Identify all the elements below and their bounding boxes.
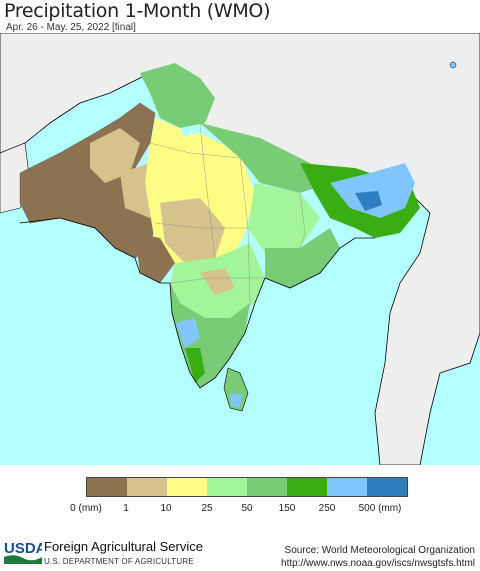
legend-label: 50 — [241, 503, 253, 514]
usda-logo-icon: USDA — [4, 540, 42, 564]
legend-label: 500 (mm) — [358, 503, 402, 514]
legend-labels: 0 (mm) 1 10 25 50 150 250 500 (mm) — [0, 503, 480, 517]
region-tan-1 — [90, 128, 140, 183]
region-tan-central — [160, 198, 225, 263]
region-meghalaya — [355, 191, 382, 211]
region-karnataka-blue — [175, 318, 200, 348]
legend-swatch — [207, 478, 247, 496]
legend-colorbar — [86, 477, 408, 497]
legend-swatch — [327, 478, 367, 496]
legend-label: 250 — [318, 503, 336, 514]
legend-swatch — [127, 478, 167, 496]
region-sri-lanka — [223, 367, 249, 412]
region-sri-lanka-sw — [230, 393, 242, 408]
legend-label: 150 — [278, 503, 296, 514]
legend-label: 1 — [123, 503, 129, 514]
region-assam — [330, 163, 415, 218]
coastline — [19, 217, 375, 389]
legend-swatch — [247, 478, 287, 496]
legend-swatch — [87, 478, 127, 496]
legend-swatch — [167, 478, 207, 496]
region-gujarat — [135, 233, 175, 283]
legend-label: 10 — [160, 503, 172, 514]
map-svg — [0, 32, 480, 466]
precipitation-map — [0, 32, 480, 466]
svg-text:USDA: USDA — [4, 540, 42, 557]
legend-swatch — [287, 478, 327, 496]
department-name: U.S. DEPARTMENT OF AGRICULTURE — [44, 557, 194, 566]
state-borders — [149, 122, 306, 304]
footer: USDA Foreign Agricultural Service U.S. D… — [0, 530, 480, 571]
legend-label: 25 — [201, 503, 213, 514]
map-title: Precipitation 1-Month (WMO) — [4, 0, 271, 22]
source-text: Source: World Meteorological Organizatio… — [284, 545, 475, 556]
legend-swatch — [367, 478, 407, 496]
island — [449, 61, 457, 69]
agency-name: Foreign Agricultural Service — [44, 539, 203, 554]
region-odisha — [265, 228, 340, 288]
region-kerala — [185, 348, 205, 383]
source-url[interactable]: http://www.nws.noaa.gov/iscs/nwsgtsfs.ht… — [281, 558, 475, 569]
region-kashmir — [140, 63, 215, 128]
region-up-north — [200, 123, 330, 193]
region-east-central — [248, 183, 320, 253]
region-tan-deccan — [200, 268, 235, 295]
legend-label: 0 (mm) — [70, 503, 102, 514]
map-subtitle: Apr. 26 - May. 25, 2022 [final] — [6, 22, 136, 33]
